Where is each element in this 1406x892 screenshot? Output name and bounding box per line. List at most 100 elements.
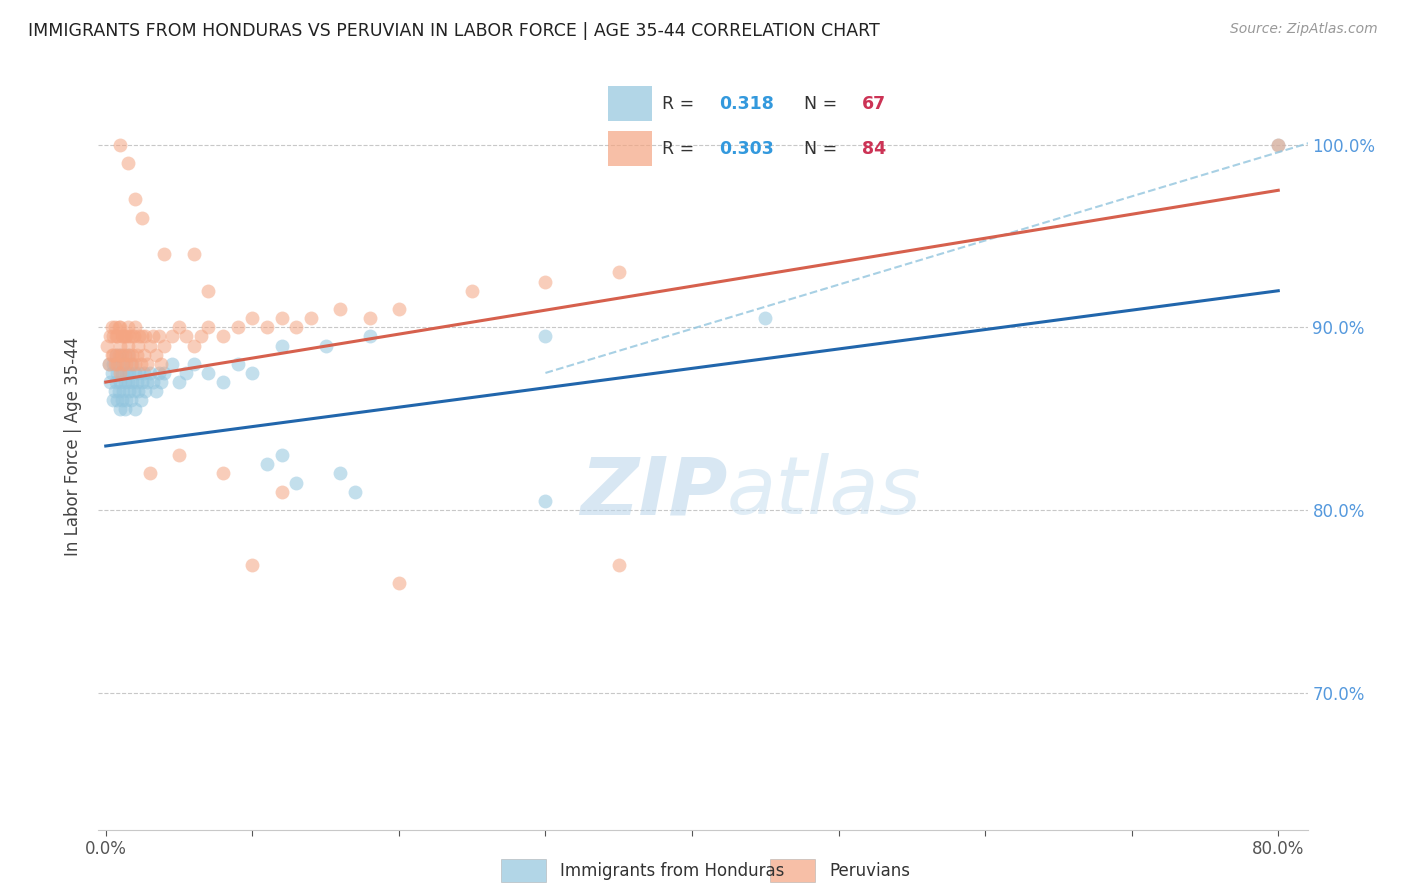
Point bbox=[461, 284, 484, 298]
Point bbox=[176, 366, 198, 380]
Point bbox=[1267, 137, 1289, 152]
Point bbox=[534, 493, 557, 508]
Point bbox=[256, 320, 278, 334]
Point bbox=[101, 393, 124, 408]
Point bbox=[167, 375, 190, 389]
Point bbox=[270, 484, 292, 499]
Point bbox=[1267, 137, 1289, 152]
Point bbox=[107, 357, 129, 371]
Point bbox=[129, 393, 152, 408]
Text: atlas: atlas bbox=[727, 453, 922, 531]
Point bbox=[100, 366, 122, 380]
Point bbox=[138, 338, 160, 352]
Point bbox=[110, 348, 132, 362]
Point bbox=[359, 311, 381, 326]
Point bbox=[212, 467, 235, 481]
Point bbox=[121, 329, 143, 343]
Point bbox=[138, 366, 160, 380]
Point bbox=[108, 384, 131, 399]
Text: ZIP: ZIP bbox=[579, 453, 727, 531]
Point bbox=[132, 348, 155, 362]
Point bbox=[111, 366, 134, 380]
Point bbox=[125, 375, 148, 389]
Point bbox=[121, 357, 143, 371]
Point bbox=[115, 329, 138, 343]
Point bbox=[153, 366, 176, 380]
Point bbox=[607, 558, 630, 572]
Point bbox=[127, 384, 149, 399]
Point bbox=[190, 329, 212, 343]
Point bbox=[117, 348, 139, 362]
Point bbox=[100, 348, 122, 362]
Point bbox=[114, 402, 136, 417]
Point bbox=[111, 348, 134, 362]
Point bbox=[108, 320, 131, 334]
Point bbox=[212, 375, 235, 389]
Point bbox=[131, 329, 153, 343]
Point bbox=[110, 338, 132, 352]
Point bbox=[183, 357, 205, 371]
Point bbox=[117, 156, 139, 170]
Point bbox=[150, 357, 173, 371]
Point bbox=[107, 329, 129, 343]
Point bbox=[183, 338, 205, 352]
Y-axis label: In Labor Force | Age 35-44: In Labor Force | Age 35-44 bbox=[65, 336, 83, 556]
Point bbox=[103, 384, 125, 399]
Point bbox=[122, 329, 145, 343]
Point bbox=[110, 320, 132, 334]
Point bbox=[131, 211, 153, 225]
Point bbox=[160, 357, 183, 371]
Point bbox=[101, 329, 124, 343]
Bar bbox=[501, 859, 546, 882]
Point bbox=[153, 247, 176, 261]
Point bbox=[118, 366, 141, 380]
Point bbox=[142, 329, 165, 343]
Text: IMMIGRANTS FROM HONDURAS VS PERUVIAN IN LABOR FORCE | AGE 35-44 CORRELATION CHAR: IMMIGRANTS FROM HONDURAS VS PERUVIAN IN … bbox=[28, 22, 880, 40]
Point bbox=[124, 193, 146, 207]
Point bbox=[145, 384, 167, 399]
Point bbox=[256, 457, 278, 471]
Point bbox=[299, 311, 322, 326]
Point bbox=[112, 384, 135, 399]
Point bbox=[112, 329, 135, 343]
Point bbox=[329, 467, 352, 481]
Point bbox=[124, 402, 146, 417]
Point bbox=[115, 366, 138, 380]
Point bbox=[226, 320, 249, 334]
Point bbox=[107, 393, 129, 408]
Point bbox=[120, 393, 142, 408]
Point bbox=[270, 338, 292, 352]
Point bbox=[150, 375, 173, 389]
Point bbox=[121, 348, 143, 362]
Point bbox=[105, 348, 128, 362]
Point bbox=[122, 384, 145, 399]
Point bbox=[212, 329, 235, 343]
Point bbox=[118, 329, 141, 343]
Point bbox=[105, 348, 128, 362]
Point bbox=[117, 375, 139, 389]
Point bbox=[107, 366, 129, 380]
Point bbox=[97, 357, 120, 371]
Point bbox=[110, 366, 132, 380]
Point bbox=[240, 558, 263, 572]
Bar bbox=[770, 859, 815, 882]
Point bbox=[176, 329, 198, 343]
Point bbox=[167, 448, 190, 462]
Point bbox=[134, 329, 156, 343]
Point bbox=[135, 375, 157, 389]
Point bbox=[270, 448, 292, 462]
Point bbox=[153, 338, 176, 352]
Point bbox=[128, 329, 150, 343]
Point bbox=[98, 329, 121, 343]
Point bbox=[240, 366, 263, 380]
Point bbox=[115, 393, 138, 408]
Point bbox=[131, 375, 153, 389]
Point bbox=[105, 329, 128, 343]
Point bbox=[138, 467, 160, 481]
Point bbox=[129, 357, 152, 371]
Point bbox=[607, 265, 630, 279]
Point bbox=[101, 357, 124, 371]
Text: Peruvians: Peruvians bbox=[830, 862, 911, 880]
Point bbox=[111, 393, 134, 408]
Point bbox=[112, 357, 135, 371]
